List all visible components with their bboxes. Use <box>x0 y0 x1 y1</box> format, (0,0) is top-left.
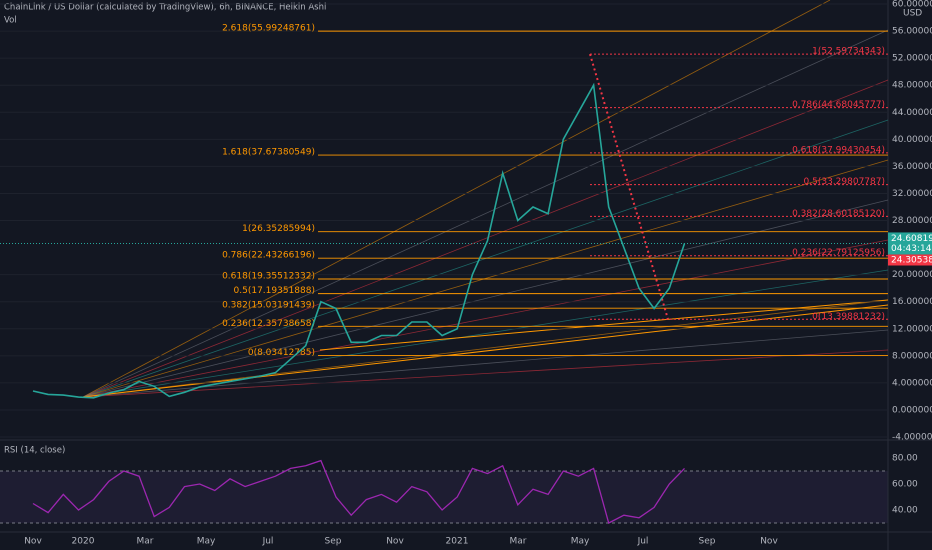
fan-line <box>82 159 889 398</box>
trend-dotted <box>589 53 669 320</box>
rsi-line <box>32 459 685 524</box>
time-label: 2021 <box>446 537 469 547</box>
time-label: Jul <box>262 537 274 547</box>
fib-label: 1(26.35285994) <box>242 224 315 234</box>
fib-label: 0.382(15.03191439) <box>222 301 315 311</box>
fib-label: 0.618(19.35512332) <box>222 271 315 281</box>
fib-label: 0.786(44.68045777) <box>792 100 885 110</box>
fib-label: 1.618(37.67380549) <box>222 148 315 158</box>
price-line <box>32 82 686 399</box>
time-label: Nov <box>24 537 42 547</box>
time-label: Jul <box>637 537 649 547</box>
countdown: 04:43:14 <box>891 244 932 254</box>
price-tick-label: 44.00000000 <box>892 108 932 118</box>
price-tick-label: 56.00000000 <box>892 27 932 37</box>
channel-line <box>82 304 889 398</box>
price-tick-label: 8.00000000 <box>892 351 932 361</box>
fib-label: 0.236(12.35738658) <box>222 319 315 329</box>
fan-line <box>82 349 889 398</box>
price-tick-label: 28.00000000 <box>892 216 932 226</box>
chart-title: ChainLink / US Dollar (calculated by Tra… <box>4 3 326 13</box>
fib-label: 0.382(28.60185120) <box>792 209 885 219</box>
fan-line <box>82 0 831 398</box>
last-price-label: 24.60819026 <box>891 234 932 244</box>
fib-label: 0(8.03412785) <box>248 348 315 358</box>
price-tick-label: 20.00000000 <box>892 270 932 280</box>
time-label: Sep <box>699 537 716 547</box>
time-label: Mar <box>510 537 527 547</box>
fan-line <box>82 299 889 398</box>
rsi-title: RSI (14, close) <box>4 446 65 456</box>
fan-line <box>82 269 889 398</box>
time-label: Sep <box>325 537 342 547</box>
marker-price-label: 24.30538200 <box>891 255 932 265</box>
fan-line <box>82 29 889 398</box>
time-label: Mar <box>137 537 154 547</box>
fib-label: 0.236(22.79125956) <box>792 248 885 258</box>
rsi-tick-label: 80.00 <box>892 454 918 464</box>
price-tick-label: 4.00000000 <box>892 378 932 388</box>
fan-line <box>82 239 889 398</box>
price-tick-label: 36.00000000 <box>892 162 932 172</box>
fib-label: 0.786(22.43266196) <box>222 251 315 261</box>
time-label: Nov <box>760 537 778 547</box>
time-label: Nov <box>386 537 404 547</box>
fib-label: 0.618(37.99430454) <box>792 145 885 155</box>
fib-label: 0.5(17.19351888) <box>234 286 315 296</box>
fan-line <box>82 79 889 398</box>
price-tick-label: 40.00000000 <box>892 135 932 145</box>
price-tick-label: 0.00000000 <box>892 405 932 415</box>
price-tick-label: 12.00000000 <box>892 324 932 334</box>
rsi-tick-label: 40.00 <box>892 506 918 516</box>
price-tick-label: 52.00000000 <box>892 54 932 64</box>
price-tick-label: 16.00000000 <box>892 297 932 307</box>
last-price-box <box>888 232 932 255</box>
marker-price-box <box>888 254 932 266</box>
rsi-band <box>0 471 888 523</box>
time-label: 2020 <box>72 537 95 547</box>
price-tick-label: -4.00000000 <box>892 433 932 443</box>
time-label: May <box>571 537 590 547</box>
rsi-tick-label: 60.00 <box>892 480 918 490</box>
volume-label: Vol <box>4 16 17 26</box>
price-tick-label: 32.00000000 <box>892 189 932 199</box>
fib-label: 1(52.59734343) <box>812 47 885 57</box>
time-label: May <box>197 537 216 547</box>
fib-label: 2.618(55.99248761) <box>222 24 315 34</box>
fan-line <box>82 329 889 398</box>
fib-label: 0.5(33.29807787) <box>804 177 885 187</box>
price-tick-label: 60.00000000 <box>892 0 932 10</box>
price-tick-label: 48.00000000 <box>892 81 932 91</box>
fib-label: 0(13.39881232) <box>812 312 885 322</box>
fan-line <box>82 199 889 398</box>
currency: USD <box>903 9 922 19</box>
